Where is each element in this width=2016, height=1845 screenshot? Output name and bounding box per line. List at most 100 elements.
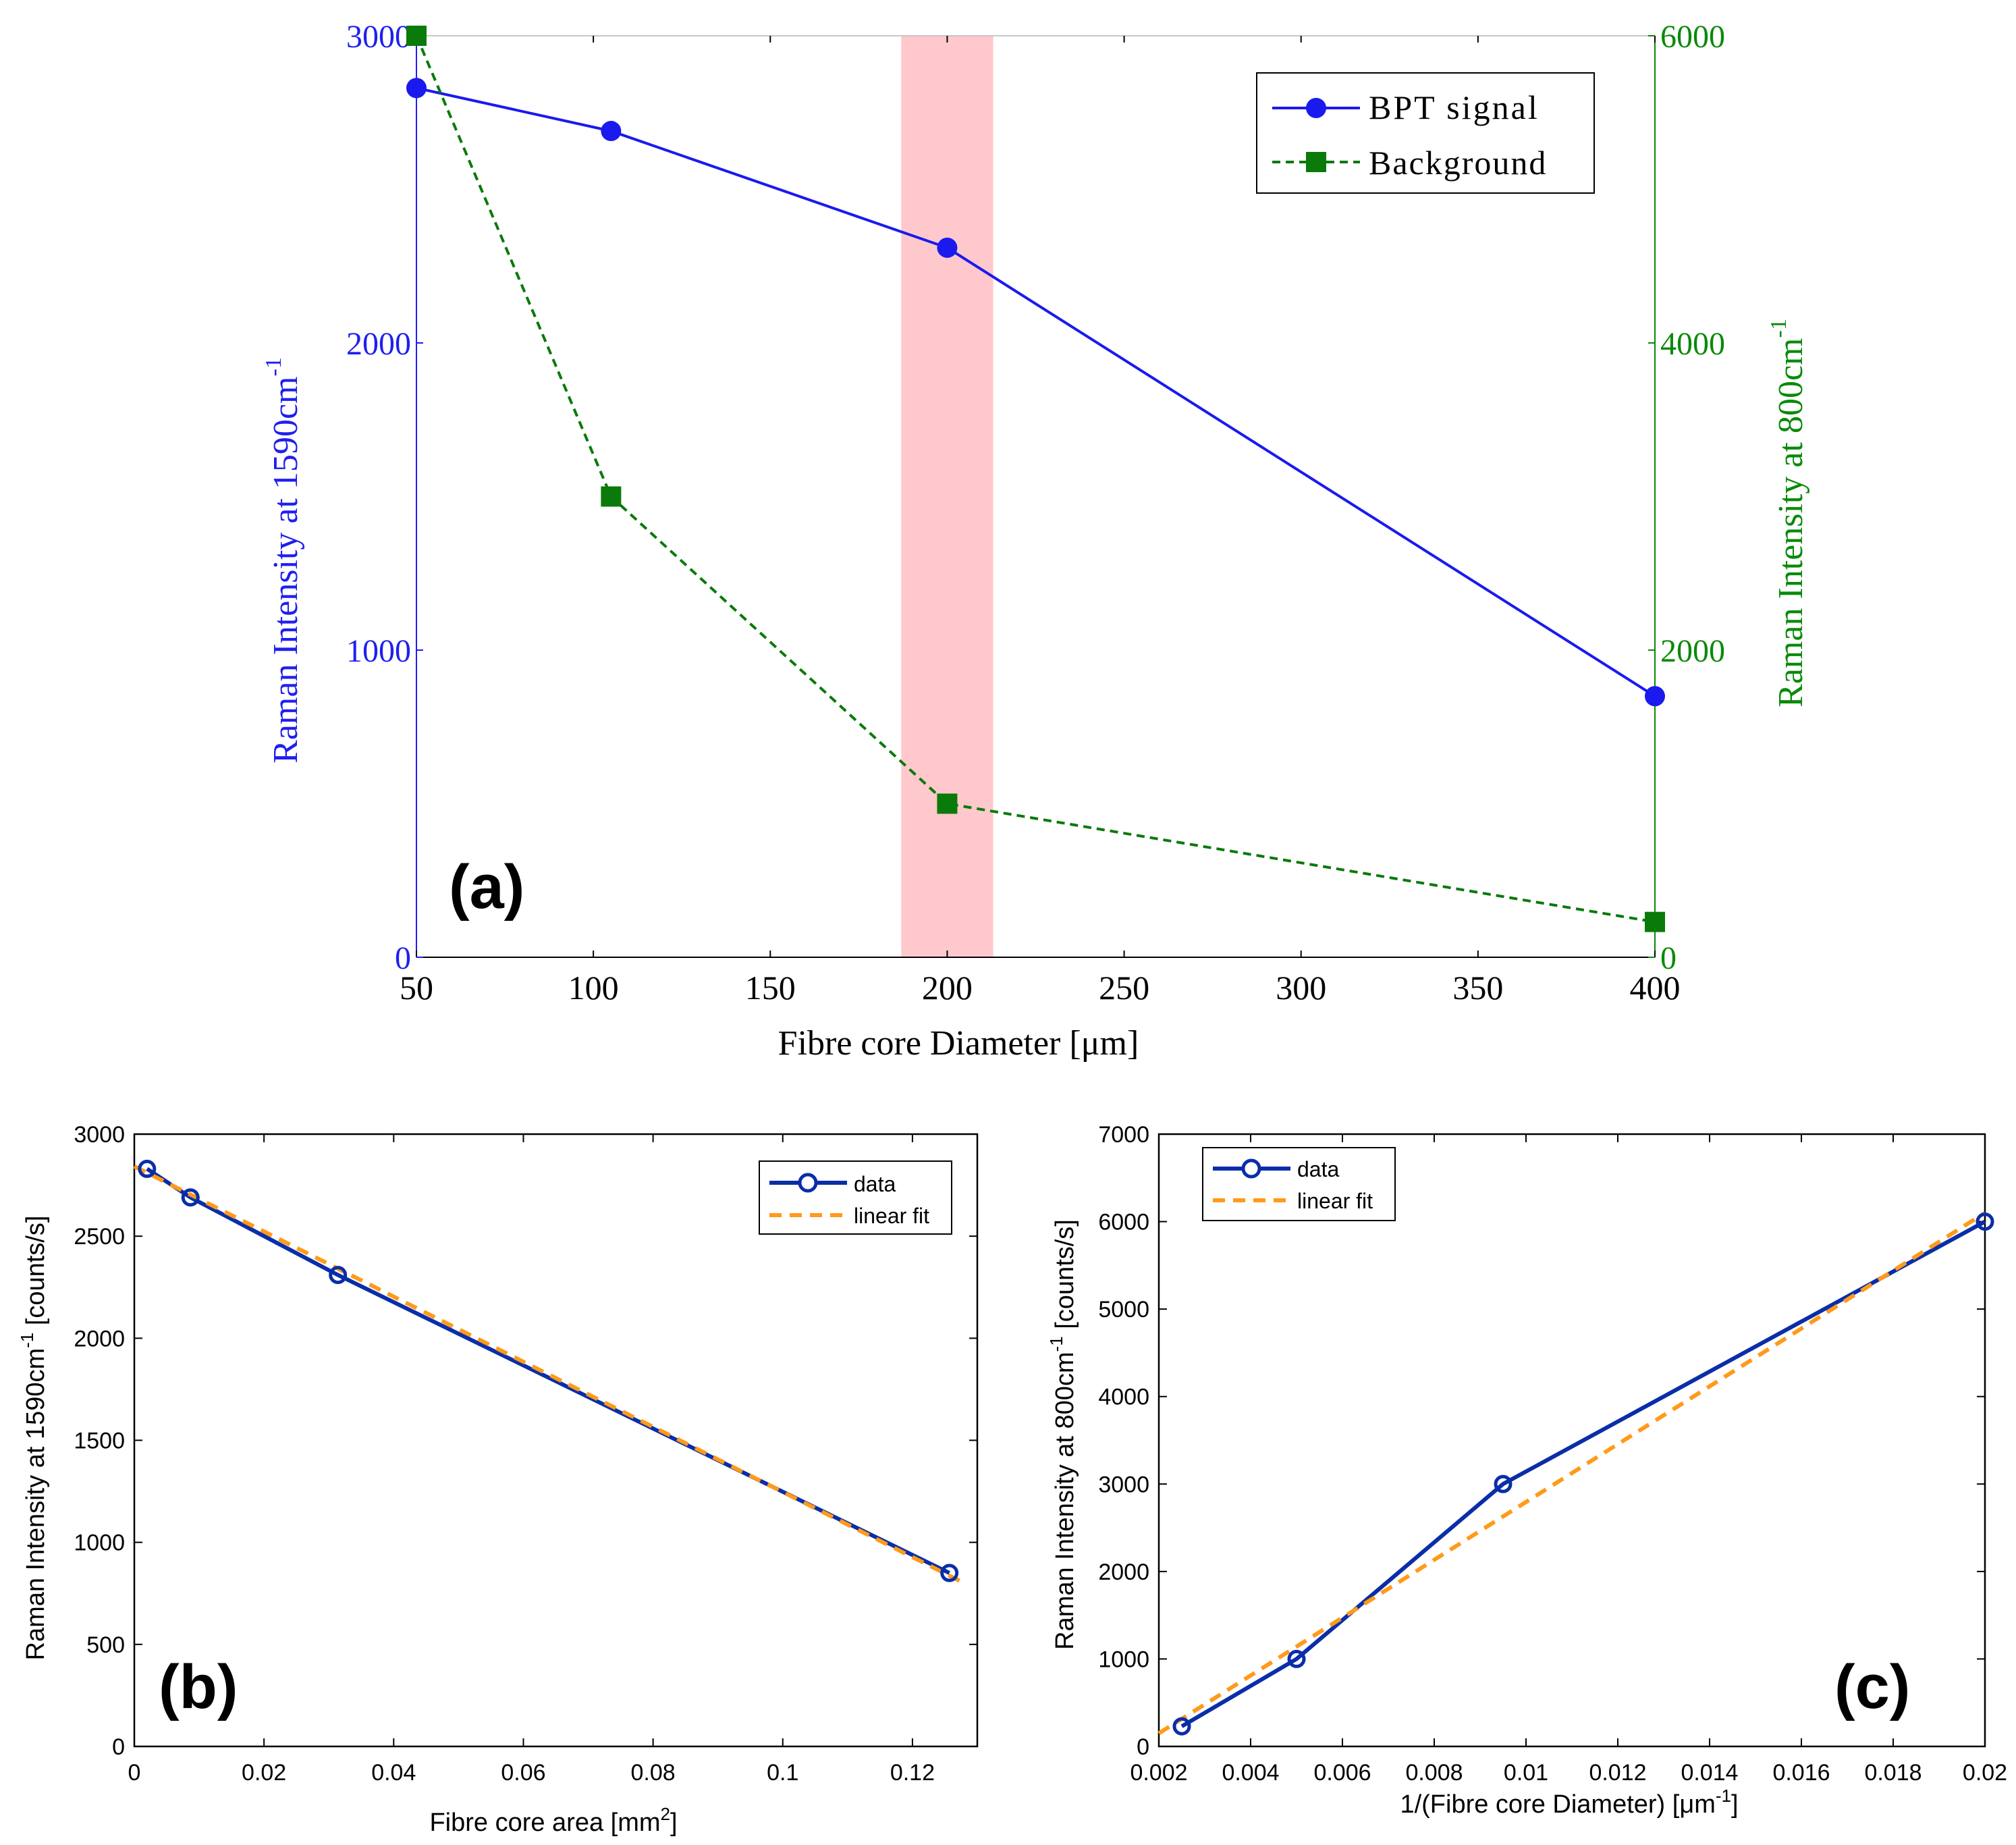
chart-a-x-tick-label: 350 [1452, 969, 1503, 1007]
chart-a-x-tick-label: 400 [1630, 969, 1681, 1007]
chart-b-x-tick-label: 0.1 [767, 1760, 798, 1786]
chart-a-y-right-tick-label: 2000 [1660, 633, 1725, 669]
chart-c-y-tick-label: 6000 [1098, 1210, 1149, 1235]
chart-a-y-right-label: Raman Intensity at 800cm-1 [1766, 319, 1810, 707]
chart-c-x-tick-label: 0.014 [1681, 1760, 1738, 1786]
chart-a-legend-marker-bpt [1306, 98, 1326, 118]
chart-b-x-label: Fibre core area [mm2] [429, 1804, 677, 1837]
chart-b-point-data [138, 1159, 157, 1178]
chart-b-point-data [181, 1188, 200, 1207]
chart-b-legend-label-fit: linear fit [854, 1204, 929, 1228]
chart-b-point-data [329, 1266, 348, 1285]
chart-b-y-label-sup: -1 [17, 1333, 37, 1348]
chart-a-highlight-band [901, 36, 993, 957]
chart-b-y-label-end: [counts/s] [22, 1216, 50, 1333]
chart-c-x-label-end: ] [1731, 1790, 1739, 1819]
chart-a-legend-label-bg: Background [1369, 144, 1547, 182]
chart-b-y-label: Raman Intensity at 1590cm-1 [counts/s] [17, 1216, 50, 1661]
chart-a-point-background [937, 793, 958, 814]
chart-b-x-tick-label: 0.02 [242, 1760, 286, 1786]
chart-b-point-data [940, 1563, 959, 1582]
chart-c-y-tick-label: 0 [1137, 1734, 1149, 1760]
chart-c-legend-label-data: data [1297, 1157, 1339, 1181]
chart-b-x-label-main: Fibre core area [mm [429, 1809, 660, 1837]
chart-a-legend-label-bpt: BPT signal [1369, 88, 1540, 126]
chart-c-y-tick-label: 2000 [1098, 1559, 1149, 1585]
chart-c-x-label-sup: -1 [1716, 1786, 1731, 1806]
chart-a-point-background [1645, 911, 1665, 932]
chart-a-x-label: Fibre core Diameter [μm] [778, 1024, 1139, 1063]
chart-a-x-tick-label: 200 [922, 969, 973, 1007]
chart-c-y-tick-label: 3000 [1098, 1472, 1149, 1497]
chart-a-y-left-label: Raman Intensity at 1590cm-1 [261, 357, 305, 764]
chart-b-series-line-linear-fit [133, 1165, 966, 1585]
chart-c-series-line-data [1180, 1219, 1986, 1728]
chart-a-point-bpt-signal [406, 78, 427, 99]
chart-c-x-tick-label: 0.002 [1130, 1760, 1187, 1786]
chart-c-y-tick-label: 7000 [1098, 1122, 1149, 1148]
chart-a-y-left-tick-label: 3000 [346, 19, 411, 55]
chart-a-y-left-label-main: Raman Intensity at 1590cm [267, 377, 305, 764]
chart-c-frame [1157, 1133, 1986, 1748]
chart-c-legend-label-fit: linear fit [1297, 1189, 1373, 1213]
chart-b-y-label-main: Raman Intensity at 1590cm [22, 1348, 50, 1661]
chart-a-legend: BPT signal Background [1256, 72, 1595, 194]
chart-b-x-tick-label: 0 [128, 1760, 141, 1786]
chart-c-y-label-sup: -1 [1046, 1336, 1066, 1352]
chart-a-y-left-label-sup: -1 [261, 357, 286, 376]
chart-b-x-tick-label: 0.12 [890, 1760, 935, 1786]
chart-c-x-tick-label: 0.016 [1772, 1760, 1830, 1786]
chart-c-series-line-linear-fit [1157, 1211, 1986, 1736]
chart-a-x-tick-label: 100 [568, 969, 619, 1007]
chart-b-legend-marker-data [798, 1173, 818, 1193]
chart-c: 0.002 0.004 0.006 0.008 0.01 0.012 0.014 0.016 0… [1046, 1122, 2007, 1819]
chart-a-y-right-label-sup: -1 [1766, 319, 1791, 338]
chart-a: 50 100 150 200 250 300 350 40001000200030000200… [261, 19, 1810, 1063]
chart-c-y-tick-label: 5000 [1098, 1297, 1149, 1322]
chart-b-y-tick-label: 0 [112, 1734, 125, 1760]
chart-b: 0 0.02 0.04 0.06 0.08 0.1 0.12 0 500 1000 1500 2000… [17, 1122, 979, 1837]
chart-a-y-left-tick-label: 2000 [346, 326, 411, 362]
chart-c-x-tick-label: 0.012 [1589, 1760, 1646, 1786]
chart-b-x-tick-label: 0.06 [501, 1760, 545, 1786]
chart-a-y-right-tick-label: 0 [1660, 940, 1677, 976]
chart-a-y-left-tick-label: 0 [395, 940, 411, 976]
chart-a-point-background [601, 486, 622, 507]
chart-b-x-label-end: ] [670, 1809, 678, 1837]
chart-a-x-tick-label: 250 [1099, 969, 1149, 1007]
chart-b-x-tick-label: 0.08 [631, 1760, 676, 1786]
chart-c-y-tick-label: 1000 [1098, 1647, 1149, 1672]
chart-a-x-tick-label: 50 [400, 969, 433, 1007]
chart-c-legend: data linear fit [1202, 1147, 1396, 1221]
chart-c-legend-marker-data [1241, 1158, 1261, 1179]
chart-b-x-tick-label: 0.04 [371, 1760, 416, 1786]
chart-c-point-data [1976, 1212, 1994, 1231]
chart-a-point-bpt-signal [601, 121, 622, 142]
chart-c-panel-label: (c) [1834, 1653, 1910, 1721]
chart-c-x-tick-label: 0.004 [1222, 1760, 1279, 1786]
chart-c-x-tick-label: 0.018 [1864, 1760, 1922, 1786]
chart-b-legend-box [759, 1160, 952, 1235]
chart-b-y-tick-label: 2000 [74, 1326, 125, 1352]
chart-c-point-data [1172, 1717, 1191, 1736]
chart-a-y-right-tick-label: 6000 [1660, 19, 1725, 55]
chart-b-x-label-sup: 2 [661, 1804, 670, 1824]
chart-b-y-tick-label: 2500 [74, 1224, 125, 1250]
chart-c-x-tick-label: 0.02 [1963, 1760, 2007, 1786]
chart-a-point-bpt-signal [1645, 686, 1665, 707]
chart-c-x-label: 1/(Fibre core Diameter) [μm-1] [1400, 1786, 1738, 1819]
chart-b-y-tick-label: 1000 [74, 1530, 125, 1556]
chart-a-y-left-tick-label: 1000 [346, 633, 411, 669]
chart-b-y-tick-label: 3000 [74, 1122, 125, 1148]
chart-c-point-data [1287, 1649, 1306, 1668]
chart-c-y-tick-label: 4000 [1098, 1385, 1149, 1410]
chart-c-y-label: Raman Intensity at 800cm-1 [counts/s] [1046, 1219, 1079, 1650]
chart-a-point-bpt-signal [937, 237, 958, 258]
chart-c-legend-box [1202, 1147, 1396, 1221]
chart-c-y-label-end: [counts/s] [1051, 1219, 1079, 1336]
chart-c-x-label-main: 1/(Fibre core Diameter) [μm [1400, 1790, 1715, 1819]
chart-c-y-label-main: Raman Intensity at 800cm [1051, 1352, 1079, 1649]
chart-b-panel-label: (b) [159, 1653, 238, 1721]
chart-b-y-tick-label: 500 [86, 1632, 125, 1658]
